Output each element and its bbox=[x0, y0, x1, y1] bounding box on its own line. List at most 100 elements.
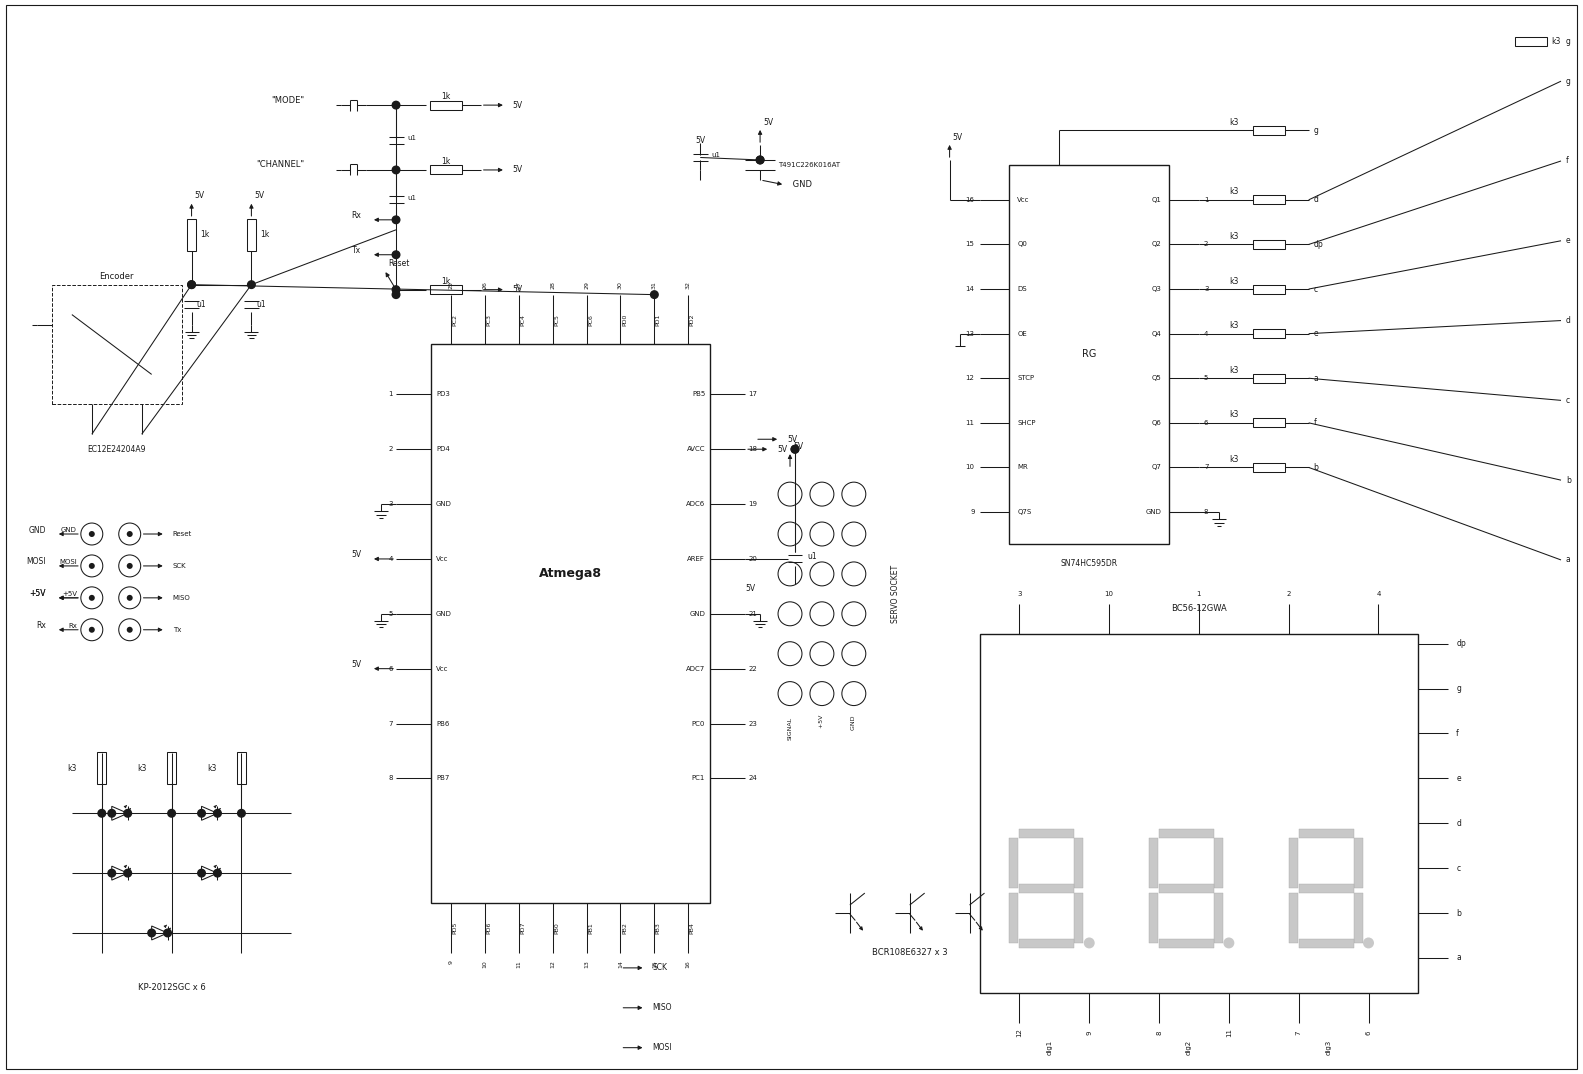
Text: g: g bbox=[1566, 76, 1570, 86]
Circle shape bbox=[393, 291, 400, 299]
Text: AREF: AREF bbox=[687, 556, 704, 562]
Text: k3: k3 bbox=[68, 764, 78, 773]
Text: 4: 4 bbox=[1376, 591, 1380, 597]
Circle shape bbox=[168, 810, 176, 817]
Text: k3: k3 bbox=[207, 764, 217, 773]
Text: 29: 29 bbox=[584, 280, 589, 289]
Text: 15: 15 bbox=[966, 242, 975, 247]
Text: PD2: PD2 bbox=[690, 314, 695, 325]
Text: 18: 18 bbox=[749, 446, 757, 452]
Text: 7: 7 bbox=[1205, 464, 1208, 470]
Text: Rx: Rx bbox=[351, 212, 361, 220]
Circle shape bbox=[188, 281, 195, 289]
Text: Tx: Tx bbox=[173, 627, 180, 633]
Text: 32: 32 bbox=[685, 280, 690, 289]
Text: 6: 6 bbox=[1205, 420, 1208, 425]
Text: 24: 24 bbox=[749, 775, 757, 782]
Circle shape bbox=[127, 595, 133, 600]
Text: dig1: dig1 bbox=[1046, 1040, 1053, 1056]
Circle shape bbox=[89, 531, 95, 537]
Circle shape bbox=[393, 166, 400, 174]
Text: PD4: PD4 bbox=[435, 446, 450, 452]
Text: 19: 19 bbox=[749, 502, 757, 507]
Text: k3: k3 bbox=[1228, 455, 1238, 464]
Text: +5V: +5V bbox=[30, 590, 46, 598]
Text: Q1: Q1 bbox=[1151, 197, 1160, 203]
Text: 15: 15 bbox=[652, 960, 657, 968]
Bar bbox=[1252, 374, 1285, 382]
Bar bbox=[1214, 838, 1224, 888]
Text: 5V: 5V bbox=[953, 132, 962, 142]
Text: d: d bbox=[1314, 195, 1319, 204]
Bar bbox=[1019, 884, 1075, 894]
Bar bbox=[168, 753, 176, 784]
Text: 5V: 5V bbox=[351, 551, 361, 560]
Text: PD6: PD6 bbox=[486, 921, 491, 934]
Text: Q6: Q6 bbox=[1151, 420, 1160, 425]
Text: PB3: PB3 bbox=[655, 923, 660, 934]
Text: u1: u1 bbox=[807, 552, 817, 562]
Text: MISO: MISO bbox=[173, 595, 190, 600]
Text: k3: k3 bbox=[1228, 277, 1238, 286]
Text: 5V: 5V bbox=[513, 285, 522, 294]
Circle shape bbox=[89, 627, 95, 633]
Text: 4: 4 bbox=[389, 556, 393, 562]
Bar bbox=[1298, 939, 1353, 948]
Bar bbox=[1010, 165, 1168, 545]
Circle shape bbox=[757, 156, 765, 163]
Text: MOSI: MOSI bbox=[27, 557, 46, 566]
Text: 1k: 1k bbox=[199, 230, 209, 240]
Text: 12: 12 bbox=[551, 960, 556, 968]
Text: PB1: PB1 bbox=[587, 923, 594, 934]
Text: ADC6: ADC6 bbox=[685, 502, 704, 507]
Text: GND: GND bbox=[790, 180, 812, 189]
Text: 5V: 5V bbox=[351, 661, 361, 669]
Text: g: g bbox=[1314, 126, 1319, 134]
Text: Q4: Q4 bbox=[1151, 331, 1160, 336]
Text: PB6: PB6 bbox=[435, 721, 450, 726]
Bar bbox=[1252, 240, 1285, 249]
Text: b: b bbox=[1566, 476, 1570, 484]
Text: 5V: 5V bbox=[793, 441, 803, 451]
Bar bbox=[1010, 894, 1018, 943]
Circle shape bbox=[393, 101, 400, 108]
Text: 16: 16 bbox=[685, 960, 690, 968]
Bar bbox=[1252, 285, 1285, 293]
Text: GND: GND bbox=[62, 527, 78, 533]
Text: KP-2012SGC x 6: KP-2012SGC x 6 bbox=[138, 984, 206, 992]
Circle shape bbox=[393, 286, 400, 293]
Text: 1k: 1k bbox=[442, 157, 451, 166]
Text: a: a bbox=[1314, 374, 1319, 382]
Text: PB7: PB7 bbox=[435, 775, 450, 782]
Text: Rx: Rx bbox=[36, 621, 46, 630]
Bar bbox=[1214, 894, 1224, 943]
Bar bbox=[431, 286, 462, 294]
Circle shape bbox=[127, 531, 133, 537]
Text: PC6: PC6 bbox=[587, 314, 594, 325]
Text: 11: 11 bbox=[966, 420, 975, 425]
Text: 5V: 5V bbox=[746, 584, 755, 593]
Text: +5V: +5V bbox=[820, 715, 825, 732]
Text: u1: u1 bbox=[407, 194, 416, 201]
Text: SHCP: SHCP bbox=[1018, 420, 1035, 425]
Text: 9: 9 bbox=[970, 509, 975, 516]
Bar bbox=[1252, 419, 1285, 427]
Text: b: b bbox=[1456, 909, 1461, 917]
Text: PC0: PC0 bbox=[692, 721, 704, 726]
Text: 20: 20 bbox=[749, 556, 757, 562]
Text: k3: k3 bbox=[1228, 366, 1238, 375]
Text: Q5: Q5 bbox=[1151, 375, 1160, 381]
Bar bbox=[1289, 894, 1298, 943]
Circle shape bbox=[163, 929, 171, 937]
Text: 31: 31 bbox=[652, 280, 657, 289]
Bar bbox=[1010, 838, 1018, 888]
Text: 1k: 1k bbox=[442, 277, 451, 286]
Bar bbox=[1298, 829, 1353, 838]
Text: 3: 3 bbox=[1205, 286, 1208, 292]
Text: 5V: 5V bbox=[695, 135, 706, 145]
Text: PC5: PC5 bbox=[554, 314, 559, 325]
Text: DS: DS bbox=[1018, 286, 1027, 292]
Text: 5: 5 bbox=[389, 611, 393, 616]
Text: 30: 30 bbox=[617, 280, 624, 289]
Text: Q0: Q0 bbox=[1018, 242, 1027, 247]
